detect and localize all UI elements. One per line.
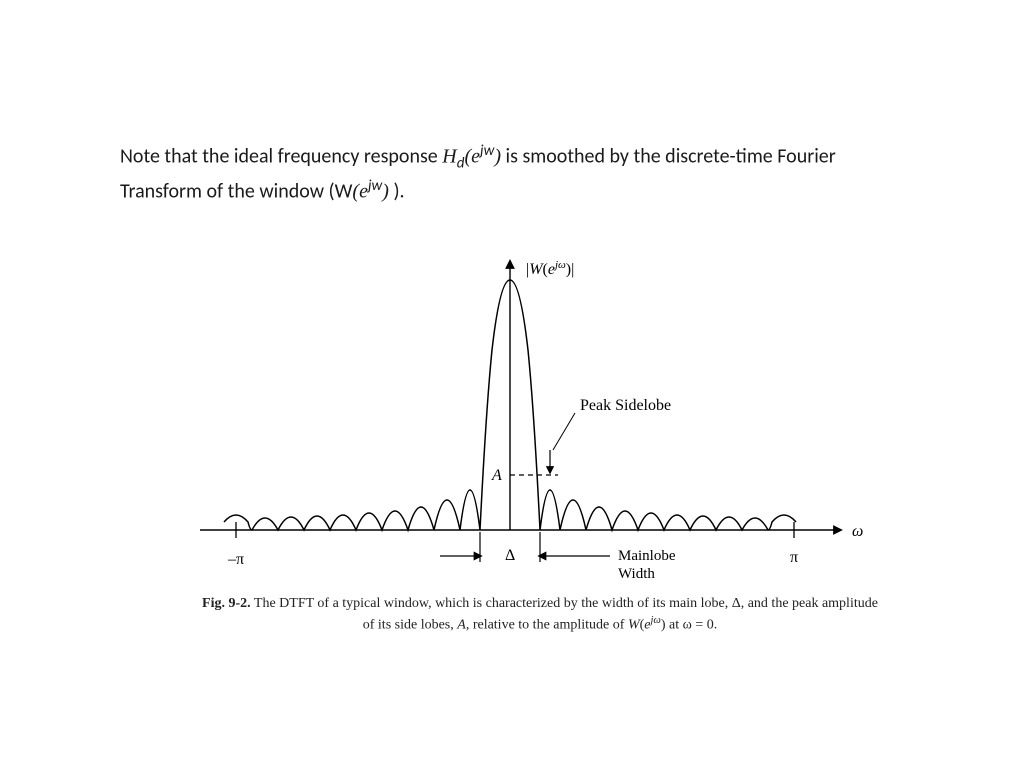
e-sym-2: e — [359, 181, 368, 203]
omega-label: ω — [852, 523, 863, 540]
caption-jomega: jω — [651, 615, 661, 626]
caption-lead: Fig. 9-2. — [202, 596, 251, 611]
caption-body-2: , relative to the amplitude of — [466, 618, 628, 633]
body-paragraph: Note that the ideal frequency response H… — [120, 140, 910, 207]
e-sym-1: e — [471, 146, 480, 168]
page-root: Note that the ideal frequency response H… — [0, 0, 1024, 768]
jw-sup-2: jw — [368, 177, 382, 195]
y-axis-label: |W(ejω)| — [526, 259, 574, 278]
caption-a-ital: A — [457, 618, 466, 633]
peak-sidelobe-label: Peak Sidelobe — [580, 397, 671, 414]
ejw-close-1: ) — [494, 146, 501, 168]
a-label: A — [491, 467, 502, 484]
para-end: ). — [389, 180, 405, 204]
jw-sup-1: jw — [480, 142, 494, 160]
para-pre: Note that the ideal frequency response — [120, 145, 442, 169]
hd-symbol: H — [442, 146, 456, 168]
caption-body-3: at ω = 0. — [666, 618, 718, 633]
neg-pi-label: –π — [227, 551, 244, 568]
caption-w: W — [628, 618, 640, 633]
figure-svg: A Peak Sidelobe |W(ejω)| Δ Mainlobe Widt… — [180, 250, 880, 600]
figure-dtft-window: A Peak Sidelobe |W(ejω)| Δ Mainlobe Widt… — [180, 250, 880, 600]
delta-label: Δ — [505, 547, 515, 564]
mainlobe-width-label-2: Width — [618, 566, 655, 582]
figure-caption: Fig. 9-2. The DTFT of a typical window, … — [200, 595, 880, 635]
ejw-close-2: ) — [382, 181, 389, 203]
pi-label: π — [790, 549, 798, 566]
mainlobe-width-label-1: Mainlobe — [618, 548, 676, 564]
sidelobe-leader — [553, 413, 575, 450]
